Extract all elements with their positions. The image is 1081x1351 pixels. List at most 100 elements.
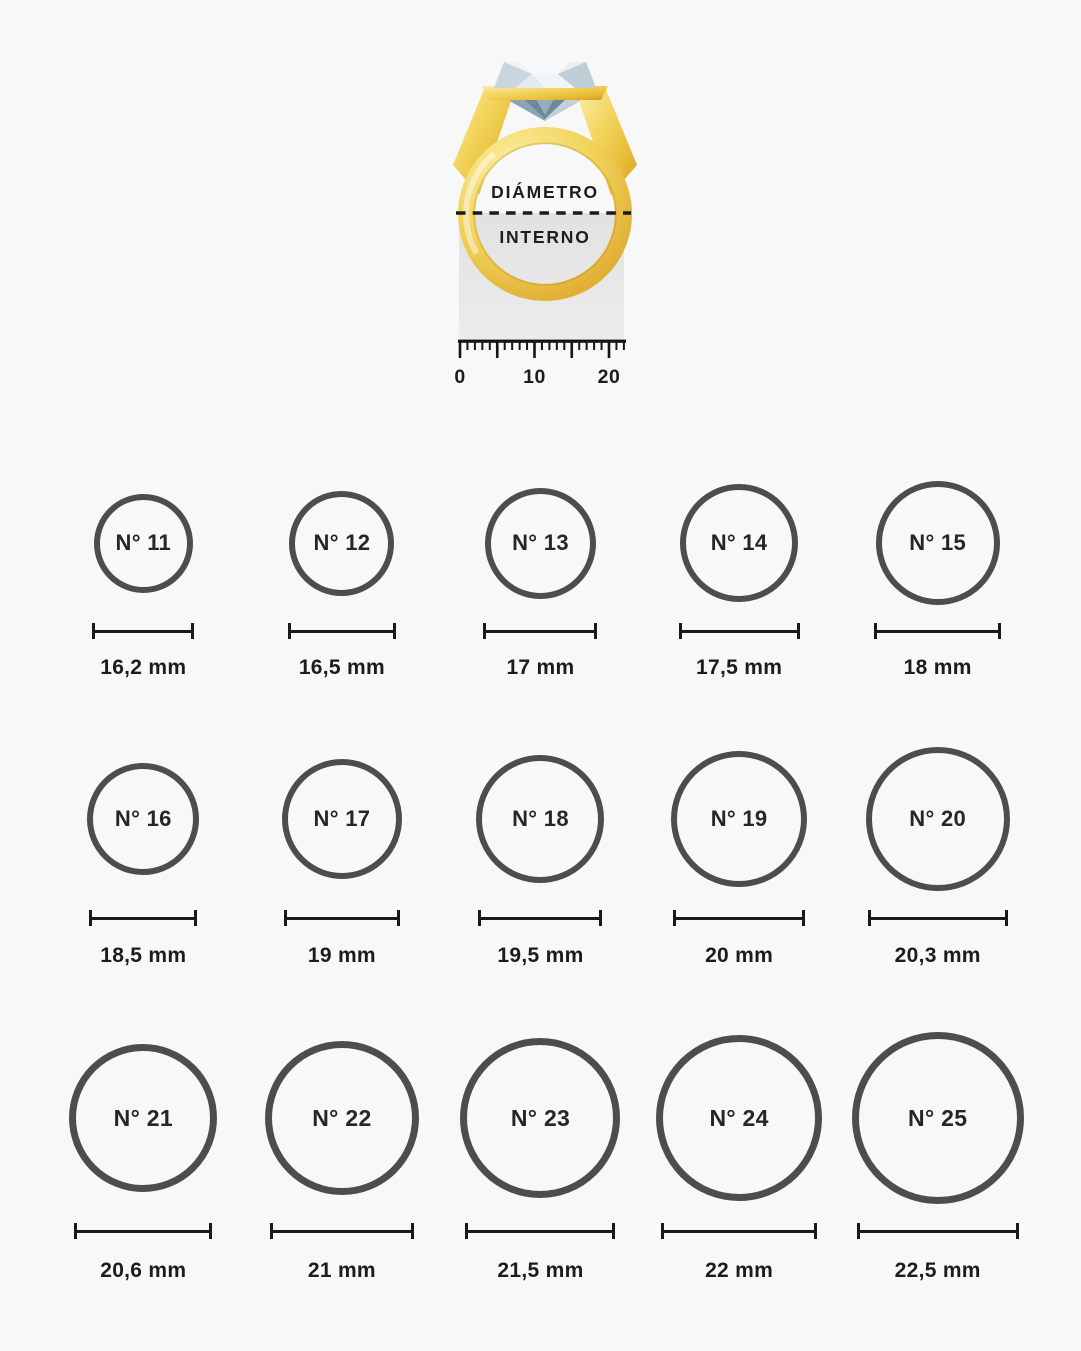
- ring-size-cell: N° 13 17 mm: [483, 481, 598, 681]
- diameter-value: 18,5 mm: [100, 944, 187, 967]
- measure-tick-right: [392, 623, 396, 639]
- diameter-value: 20,3 mm: [894, 944, 981, 967]
- size-row-2: N° 16 18,5 mm N° 17 19 mm N° 18: [44, 746, 1037, 969]
- ring-size-circle: N° 17: [281, 759, 402, 879]
- measure-bar: [269, 1229, 414, 1233]
- diameter-value: 22,5 mm: [894, 1259, 981, 1282]
- diameter-measure-line: [465, 1223, 616, 1239]
- measure-tick-left: [283, 910, 287, 926]
- ring-size-circle-area: N° 25: [851, 1031, 1024, 1205]
- diameter-measure-line: [89, 910, 198, 926]
- diameter-value: 18 mm: [903, 656, 972, 679]
- ring-size-circle-area: N° 14: [680, 481, 799, 605]
- ruler-tick-marks: [458, 341, 625, 358]
- diameter-measure-line: [867, 910, 1008, 926]
- gold-diamond-ring-icon: DIÁMETRO INTERNO 0 10 20: [453, 62, 637, 388]
- ring-size-circle-area: N° 11: [93, 481, 193, 605]
- diameter-value: 16,5 mm: [298, 656, 385, 679]
- measure-bar: [867, 916, 1008, 920]
- ring-size-circle-area: N° 18: [476, 746, 605, 892]
- diameter-label-line2: INTERNO: [499, 227, 590, 247]
- ring-size-cell: N° 17 19 mm: [281, 746, 402, 969]
- ring-highlight: [463, 131, 627, 296]
- ring-size-circle-area: N° 24: [656, 1031, 823, 1205]
- ring-size-circle-area: N° 22: [264, 1031, 419, 1205]
- diameter-measure-line: [283, 910, 400, 926]
- ring-size-circle: N° 13: [484, 487, 596, 599]
- diamond-crown: [494, 62, 596, 88]
- mount-left-shoulder: [453, 87, 511, 195]
- measure-tick-left: [856, 1223, 860, 1239]
- diameter-value: 22 mm: [705, 1259, 774, 1282]
- measure-tick-right: [209, 1223, 213, 1239]
- measure-tick-right: [1015, 1223, 1019, 1239]
- diameter-measure-line: [269, 1223, 414, 1239]
- measure-tick-left: [92, 623, 96, 639]
- ring-size-circle: N° 22: [264, 1041, 419, 1195]
- mount-bar: [482, 86, 608, 100]
- ring-size-circle: N° 12: [289, 490, 395, 596]
- ring-size-number: N° 23: [510, 1104, 571, 1131]
- measure-tick-left: [678, 623, 682, 639]
- mount-right-shoulder: [579, 87, 637, 195]
- diameter-value: 16,2 mm: [100, 656, 187, 679]
- diameter-measure-line: [92, 623, 195, 639]
- ring-size-circle: N° 25: [851, 1032, 1024, 1204]
- measure-tick-right: [594, 623, 598, 639]
- ring-size-circle-area: N° 19: [671, 746, 808, 892]
- ring-size-circle: N° 15: [875, 481, 1000, 605]
- measure-bar: [465, 1229, 616, 1233]
- diameter-value: 21 mm: [307, 1259, 376, 1282]
- measure-bar: [483, 629, 598, 633]
- ruler: 0 10 20: [454, 339, 626, 388]
- ring-size-number: N° 12: [313, 530, 371, 555]
- ring-size-cell: N° 18 19,5 mm: [476, 746, 605, 969]
- measure-tick-right: [194, 910, 198, 926]
- ring-size-circle-area: N° 12: [289, 481, 395, 605]
- crown-facet: [515, 74, 545, 88]
- ring-size-cell: N° 19 20 mm: [671, 746, 808, 969]
- ring-size-circle: N° 16: [87, 763, 200, 875]
- measure-bar: [478, 916, 603, 920]
- crown-facet: [494, 62, 532, 88]
- diameter-value: 21,5 mm: [497, 1259, 584, 1282]
- measure-bar: [89, 916, 198, 920]
- ring-size-cell: N° 25 22,5 mm: [851, 1031, 1024, 1284]
- measure-tick-left: [483, 623, 487, 639]
- ring-size-cell: N° 15 18 mm: [874, 481, 1002, 681]
- diameter-value: 17,5 mm: [696, 656, 783, 679]
- measure-tick-right: [796, 623, 800, 639]
- measure-tick-left: [465, 1223, 469, 1239]
- measure-bar: [283, 916, 400, 920]
- diameter-value: 20 mm: [705, 944, 774, 967]
- ring-size-circle: N° 11: [93, 493, 193, 593]
- size-row-1: N° 11 16,2 mm N° 12 16,5 mm N° 13: [44, 481, 1037, 681]
- diameter-value: 19 mm: [307, 944, 376, 967]
- diameter-measure-line: [483, 623, 598, 639]
- ring-size-number: N° 24: [709, 1104, 769, 1131]
- measure-tick-right: [410, 1223, 414, 1239]
- ring-size-number: N° 18: [512, 806, 569, 831]
- size-grid: N° 11 16,2 mm N° 12 16,5 mm N° 13: [0, 481, 1081, 1284]
- measure-bar: [678, 629, 800, 633]
- ring-size-circle-area: N° 17: [281, 746, 402, 892]
- diamond-pavilion: [506, 99, 584, 121]
- ring-size-cell: N° 22 21 mm: [264, 1031, 419, 1284]
- ring-size-number: N° 17: [313, 806, 371, 831]
- crown-table: [519, 62, 571, 74]
- measure-tick-right: [802, 910, 806, 926]
- ring-size-cell: N° 14 17,5 mm: [678, 481, 800, 681]
- measure-tick-right: [191, 623, 195, 639]
- measure-bar: [673, 916, 806, 920]
- ruler-label-10: 10: [523, 366, 546, 388]
- ring-size-cell: N° 21 20,6 mm: [69, 1031, 218, 1284]
- measure-bar: [287, 629, 396, 633]
- ring-size-number: N° 25: [908, 1104, 968, 1131]
- measure-tick-left: [478, 910, 482, 926]
- ring-size-circle: N° 18: [476, 755, 605, 883]
- diameter-value: 20,6 mm: [100, 1259, 187, 1282]
- measure-tick-right: [998, 623, 1002, 639]
- ring-size-circle: N° 24: [656, 1035, 823, 1201]
- measure-tick-left: [874, 623, 878, 639]
